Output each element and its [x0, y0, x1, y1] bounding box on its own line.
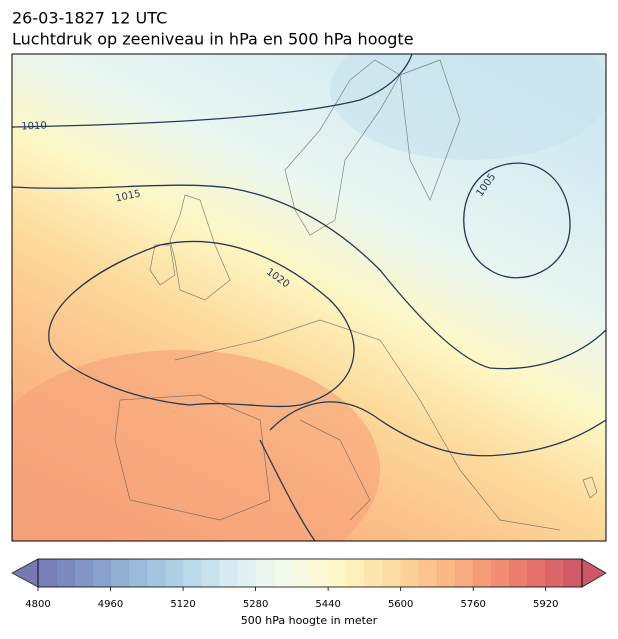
colorbar-band: [400, 559, 420, 587]
colorbar-band: [545, 559, 565, 587]
colorbar-band: [491, 559, 510, 587]
colorbar-band: [273, 559, 293, 587]
high-area: [12, 350, 380, 541]
colorbar-band: [255, 559, 275, 587]
colorbar-extend-low: [11, 558, 39, 588]
colorbar-band: [364, 559, 384, 587]
colorbar-tick-label: 5760: [460, 599, 485, 610]
colorbar-band: [509, 559, 529, 587]
map-frame: [11, 53, 607, 542]
colorbar-tick-label: 5440: [315, 599, 340, 610]
colorbar-label: 500 hPa hoogte in meter: [241, 614, 378, 627]
colorbar-band: [110, 559, 130, 587]
colorbar-band: [164, 559, 184, 587]
colorbar-band: [219, 559, 238, 587]
colorbar-band: [291, 559, 311, 587]
colorbar-tick-label: 4800: [25, 599, 50, 610]
colorbar-band: [146, 559, 166, 587]
colorbar-band: [201, 559, 220, 587]
title: 26-03-1827 12 UTC: [12, 9, 167, 28]
colorbar-band: [328, 559, 347, 587]
colorbar-band: [527, 559, 547, 587]
colorbar-band: [382, 559, 402, 587]
colorbar: 4800 4960 5120 5280 5440 5600 5760 5920: [11, 558, 607, 610]
colorbar-band: [74, 559, 93, 587]
colorbar-band: [128, 559, 148, 587]
colorbar-tick-label: 5600: [388, 599, 413, 610]
isobar-label: 1010: [21, 121, 47, 133]
low-area: [330, 54, 606, 160]
colorbar-band: [183, 559, 202, 587]
colorbar-extend-high: [581, 558, 607, 588]
colorbar-band: [346, 559, 365, 587]
colorbar-band: [237, 559, 257, 587]
colorbar-band: [310, 559, 329, 587]
colorbar-tick-label: 5120: [170, 599, 195, 610]
isobar-label: 1015: [115, 188, 142, 204]
colorbar-tick-label: 4960: [98, 599, 123, 610]
colorbar-band: [56, 559, 75, 587]
colorbar-band: [455, 559, 474, 587]
colorbar-band: [92, 559, 112, 587]
colorbar-band: [473, 559, 492, 587]
subtitle: Luchtdruk op zeeniveau in hPa en 500 hPa…: [12, 30, 414, 49]
colorbar-band: [436, 559, 456, 587]
colorbar-frame: [37, 558, 583, 588]
isobars: [12, 54, 606, 541]
colorbar-tick-label: 5920: [533, 599, 558, 610]
colorbar-tick-label: 5280: [243, 599, 268, 610]
colorbar-band: [38, 559, 57, 587]
coastlines: [114, 59, 598, 531]
colorbar-band: [563, 559, 583, 587]
colorbar-band: [418, 559, 438, 587]
